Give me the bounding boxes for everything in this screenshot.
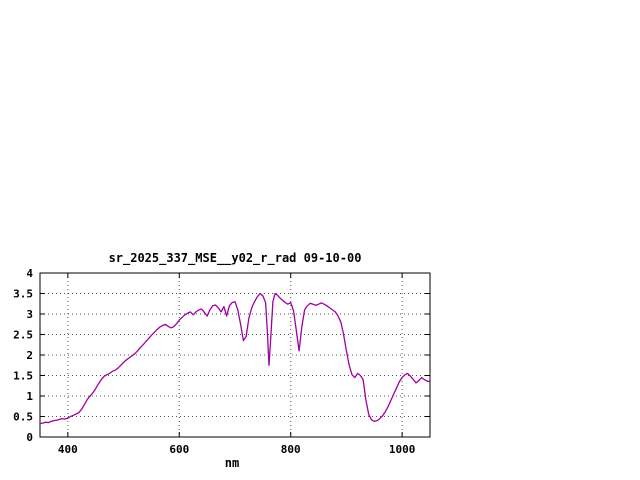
y-tick-label: 3.5 bbox=[13, 288, 33, 301]
x-tick-label: 400 bbox=[58, 443, 78, 456]
y-tick-label: 1 bbox=[26, 390, 33, 403]
chart-title: sr_2025_337_MSE__y02_r_rad 09-10-00 bbox=[109, 251, 362, 266]
spectrum-line bbox=[39, 292, 431, 425]
x-tick-label: 600 bbox=[169, 443, 189, 456]
y-tick-label: 0 bbox=[26, 431, 33, 444]
y-tick-label: 3 bbox=[26, 308, 33, 321]
y-tick-label: 2 bbox=[26, 349, 33, 362]
y-tick-label: 0.5 bbox=[13, 411, 33, 424]
plot-area: 400 600 800 1000 0 0.5 1 1.5 2 2.5 3 3.5 4 bbox=[13, 267, 431, 456]
plot-border bbox=[39, 272, 431, 438]
x-axis-label: nm bbox=[225, 456, 239, 470]
y-tick-label: 1.5 bbox=[13, 370, 33, 383]
x-tick-label: 800 bbox=[281, 443, 301, 456]
x-tick-label: 1000 bbox=[389, 443, 416, 456]
y-tick-label: 4 bbox=[26, 267, 33, 280]
y-tick-label: 2.5 bbox=[13, 329, 33, 342]
